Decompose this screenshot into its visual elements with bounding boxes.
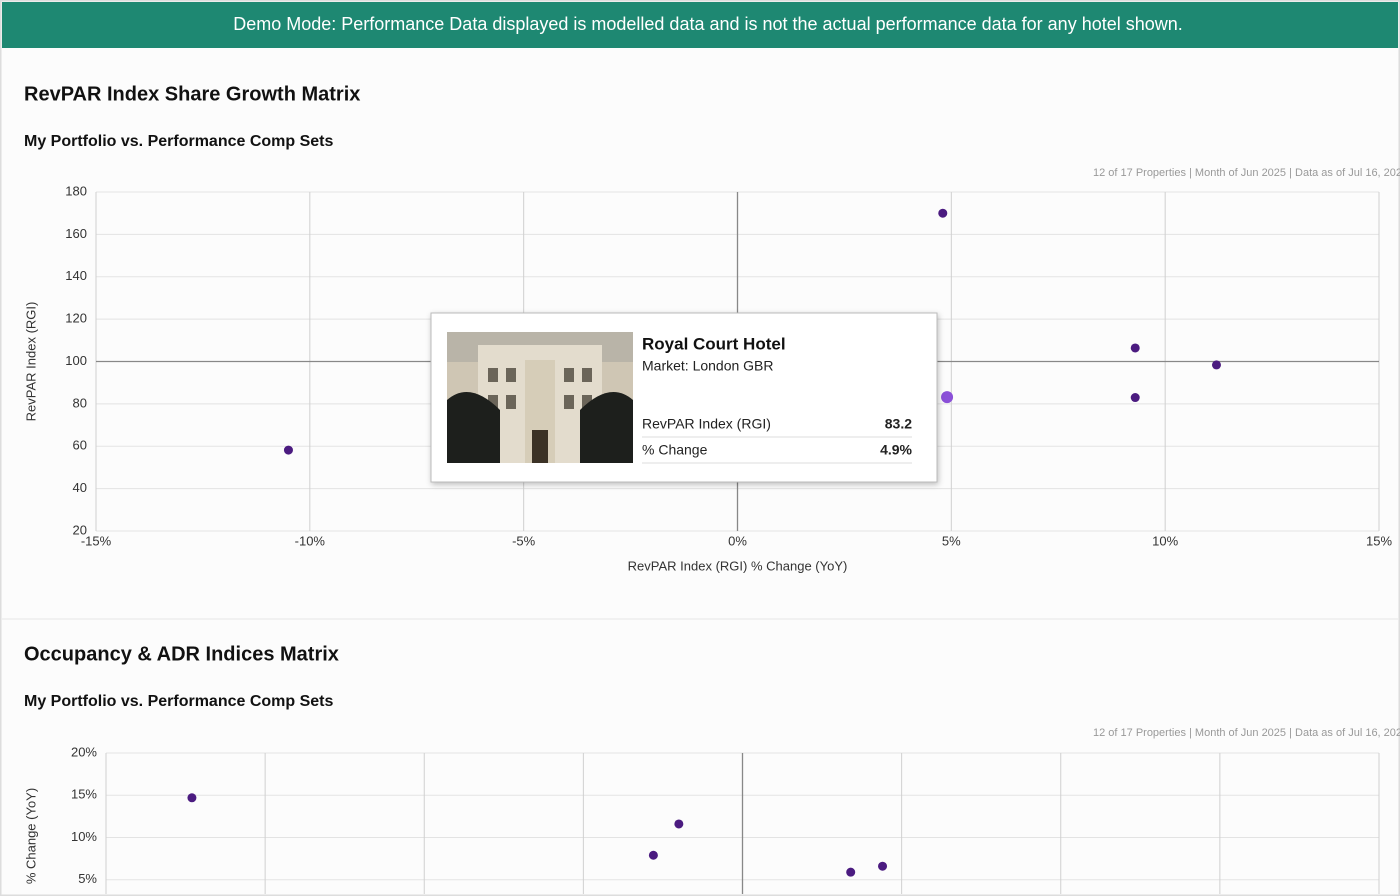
- y-tick-label: 140: [65, 268, 87, 283]
- point: [674, 819, 684, 829]
- point: [283, 445, 293, 455]
- point: [1130, 343, 1140, 353]
- point: [878, 861, 888, 871]
- y-axis-label: % Change (YoY): [23, 788, 38, 884]
- hotel-image: [447, 332, 633, 463]
- point: [187, 793, 197, 803]
- tooltip-row-value: 4.9%: [880, 442, 912, 458]
- tooltip-row-value: 83.2: [885, 416, 912, 432]
- section-subtitle: My Portfolio vs. Performance Comp Sets: [24, 133, 334, 150]
- tooltip-market: Market: London GBR: [642, 358, 774, 374]
- y-tick-label: 10%: [71, 829, 97, 844]
- x-tick-label: 0%: [728, 533, 747, 548]
- y-axis-label: RevPAR Index (RGI): [23, 302, 38, 422]
- banner: [2, 2, 1398, 48]
- y-tick-label: 20%: [71, 744, 97, 759]
- x-tick-label: -15%: [81, 533, 112, 548]
- section-subtitle: My Portfolio vs. Performance Comp Sets: [24, 693, 334, 710]
- point: [1130, 393, 1140, 403]
- x-tick-label: -5%: [512, 533, 536, 548]
- y-tick-label: 20: [73, 522, 87, 537]
- data-note: 12 of 17 Properties | Month of Jun 2025 …: [1093, 167, 1400, 179]
- data-note: 12 of 17 Properties | Month of Jun 2025 …: [1093, 727, 1400, 739]
- y-tick-label: 80: [73, 395, 87, 410]
- y-tick-label: 40: [73, 480, 87, 495]
- y-tick-label: 180: [65, 183, 87, 198]
- x-tick-label: 5%: [942, 533, 961, 548]
- y-tick-label: 120: [65, 311, 87, 326]
- y-tick-label: 15%: [71, 787, 97, 802]
- point: [938, 208, 948, 218]
- y-tick-label: 160: [65, 226, 87, 241]
- tooltip: Royal Court Hotel Market: London GBR Rev…: [430, 312, 938, 483]
- section-title: Occupancy & ADR Indices Matrix: [24, 643, 339, 665]
- point: [846, 867, 856, 877]
- x-tick-label: 10%: [1152, 533, 1178, 548]
- x-axis-label: RevPAR Index (RGI) % Change (YoY): [628, 558, 848, 573]
- point: [648, 850, 658, 860]
- x-tick-label: -10%: [295, 533, 326, 548]
- highlighted-point: [941, 391, 954, 404]
- banner-text: Demo Mode: Performance Data displayed is…: [233, 14, 1183, 34]
- charts: RevPAR Index Share Growth Matrix My Portf…: [23, 83, 1400, 894]
- y-tick-label: 5%: [78, 871, 97, 886]
- tooltip-row-label: RevPAR Index (RGI): [642, 416, 771, 432]
- section-title: RevPAR Index Share Growth Matrix: [24, 83, 360, 105]
- y-tick-label: 100: [65, 353, 87, 368]
- tooltip-row-label: % Change: [642, 442, 708, 458]
- x-tick-label: 15%: [1366, 533, 1392, 548]
- point: [1211, 360, 1221, 370]
- y-tick-label: 60: [73, 438, 87, 453]
- tooltip-title: Royal Court Hotel: [642, 334, 786, 353]
